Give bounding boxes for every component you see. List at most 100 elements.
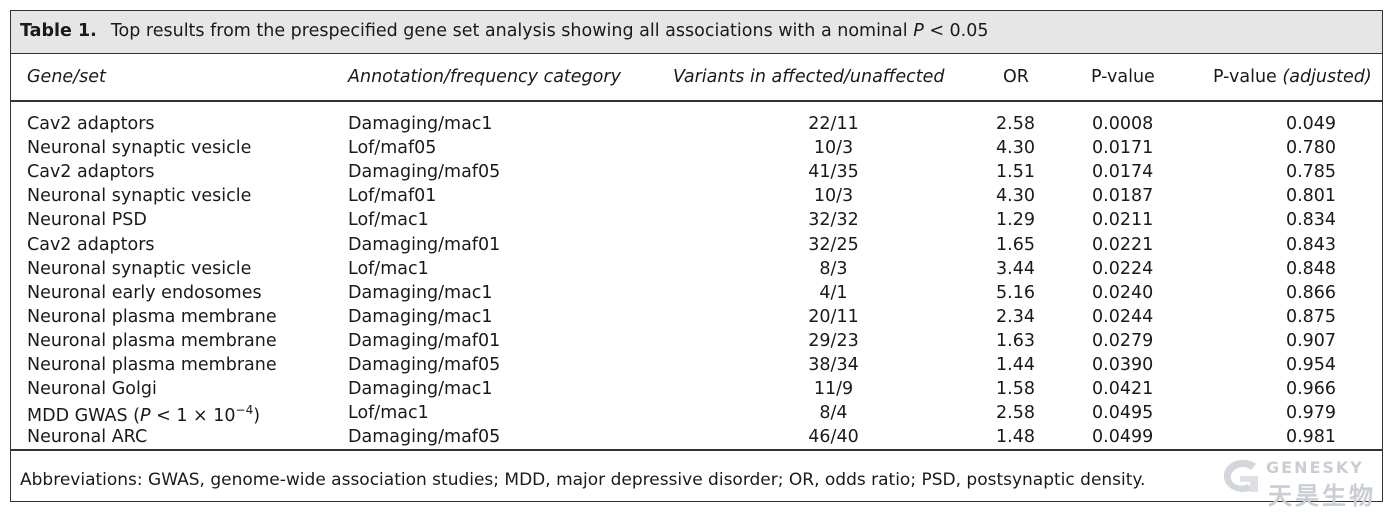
cell-gene-set: Neuronal synaptic vesicle <box>27 186 252 207</box>
header-pvalue-adjusted-plain: P-value <box>1213 67 1283 87</box>
header-pvalue: P-value <box>1091 67 1155 87</box>
cell-gene-set-part: < 1 × 10 <box>150 406 236 427</box>
cell-variants: 41/35 <box>808 162 859 183</box>
cell-pvalue: 0.0499 <box>1092 427 1154 448</box>
cell-or: 4.30 <box>996 138 1035 159</box>
table-row: Neuronal PSD Lof/mac1 32/32 1.29 0.0211 0.834 <box>11 210 1382 234</box>
table-footnote: Abbreviations: GWAS, genome-wide associa… <box>20 470 1146 490</box>
cell-pvalue: 0.0171 <box>1092 138 1154 159</box>
cell-annotation: Lof/maf05 <box>348 138 437 159</box>
cell-gene-set: Neuronal ARC <box>27 427 148 448</box>
table-row: Neuronal synaptic vesicle Lof/maf01 10/3 4.… <box>11 186 1382 210</box>
cell-variants: 10/3 <box>813 186 854 207</box>
table-frame: Table 1. Top results from the prespecifie… <box>10 10 1383 502</box>
cell-pvalue: 0.0421 <box>1092 379 1154 400</box>
cell-variants: 11/9 <box>813 379 854 400</box>
cell-gene-set-part: P <box>140 406 151 427</box>
cell-variants: 32/25 <box>808 234 859 255</box>
table-row: Neuronal synaptic vesicle Lof/mac1 8/3 3.44… <box>11 259 1382 283</box>
table-row: Cav2 adaptors Damaging/maf05 41/35 1.51 0.01… <box>11 162 1382 186</box>
cell-pvalue-adjusted: 0.801 <box>1285 186 1337 207</box>
cell-pvalue: 0.0187 <box>1092 186 1154 207</box>
cell-pvalue: 0.0495 <box>1092 403 1154 424</box>
cell-gene-set: Neuronal plasma membrane <box>27 355 277 375</box>
cell-variants: 10/3 <box>813 138 854 159</box>
table-label: Table 1. <box>20 21 97 41</box>
cell-gene-set: Cav2 adaptors <box>27 162 155 183</box>
cell-annotation: Lof/maf01 <box>348 186 437 207</box>
cell-or: 1.48 <box>996 427 1035 448</box>
cell-variants: 20/11 <box>808 306 859 327</box>
cell-pvalue-adjusted: 0.049 <box>1285 114 1337 134</box>
cell-or: 3.44 <box>996 258 1035 279</box>
cell-gene-set: Neuronal Golgi <box>27 379 157 400</box>
cell-gene-set: Neuronal PSD <box>27 210 147 231</box>
caption-p: P <box>913 21 924 41</box>
table-row: Neuronal synaptic vesicle Lof/maf05 10/3 4.… <box>11 138 1382 162</box>
cell-pvalue: 0.0240 <box>1092 282 1154 303</box>
table-caption-bar: Table 1. Top results from the prespecifie… <box>11 11 1382 54</box>
cell-pvalue-adjusted: 0.907 <box>1285 330 1337 351</box>
cell-or: 2.58 <box>996 114 1035 134</box>
cell-pvalue: 0.0390 <box>1092 355 1154 375</box>
cell-pvalue-adjusted: 0.866 <box>1285 282 1337 303</box>
cell-gene-set: Neuronal synaptic vesicle <box>27 138 252 159</box>
cell-gene-set: Neuronal early endosomes <box>27 282 262 303</box>
cell-or: 4.30 <box>996 186 1035 207</box>
caption-tail: < 0.05 <box>923 21 989 41</box>
cell-gene-set-part: −4 <box>235 403 254 418</box>
cell-variants: 46/40 <box>808 427 859 448</box>
table-caption: Table 1. Top results from the prespecifie… <box>20 21 989 41</box>
cell-variants: 8/4 <box>819 403 848 424</box>
table-row: Neuronal plasma membrane Damaging/maf01 29… <box>11 331 1382 355</box>
genesky-logo-icon <box>1223 459 1258 493</box>
table-row: Cav2 adaptors Damaging/mac1 22/11 2.58 0.000… <box>11 114 1382 138</box>
cell-pvalue-adjusted: 0.875 <box>1285 306 1337 327</box>
cell-annotation: Damaging/mac1 <box>348 379 493 400</box>
cell-pvalue: 0.0211 <box>1092 210 1154 231</box>
bottom-rule <box>11 449 1382 451</box>
cell-variants: 29/23 <box>808 330 859 351</box>
cell-gene-set: Cav2 adaptors <box>27 234 155 255</box>
cell-gene-set: Neuronal plasma membrane <box>27 306 277 327</box>
cell-gene-set: Neuronal plasma membrane <box>27 330 277 351</box>
cell-pvalue-adjusted: 0.954 <box>1285 355 1337 375</box>
cell-or: 1.29 <box>996 210 1035 231</box>
cell-gene-set: Cav2 adaptors <box>27 114 155 134</box>
cell-pvalue-adjusted: 0.979 <box>1285 403 1337 424</box>
watermark-brand-cn: 天昊生物 <box>1268 482 1376 510</box>
caption-text: Top results from the prespecified gene s… <box>110 21 914 41</box>
cell-pvalue-adjusted: 0.834 <box>1285 210 1337 231</box>
cell-pvalue-adjusted: 0.843 <box>1285 234 1337 255</box>
header-variants: Variants in affected/unaffected <box>673 67 945 87</box>
cell-pvalue: 0.0244 <box>1092 306 1154 327</box>
cell-annotation: Damaging/mac1 <box>348 114 493 134</box>
cell-variants: 4/1 <box>819 282 848 303</box>
cell-annotation: Lof/mac1 <box>348 210 429 231</box>
cell-pvalue-adjusted: 0.848 <box>1285 258 1337 279</box>
cell-pvalue: 0.0224 <box>1092 258 1154 279</box>
cell-pvalue: 0.0174 <box>1092 162 1154 183</box>
table-row: Neuronal plasma membrane Damaging/maf05 38… <box>11 355 1382 379</box>
cell-annotation: Lof/mac1 <box>348 403 429 424</box>
cell-gene-set-part: ) <box>253 406 261 427</box>
cell-annotation: Damaging/mac1 <box>348 282 493 303</box>
cell-pvalue: 0.0279 <box>1092 330 1154 351</box>
cell-annotation: Damaging/maf05 <box>348 162 501 183</box>
cell-variants: 22/11 <box>808 114 859 134</box>
table-row: MDD GWAS (P < 1 × 10−4) Lof/mac1 8/4 2.58 0.… <box>11 403 1382 427</box>
cell-gene-set: MDD GWAS (P < 1 × 10−4) <box>27 403 260 426</box>
cell-or: 1.63 <box>996 330 1035 351</box>
cell-gene-set: Neuronal synaptic vesicle <box>27 258 252 279</box>
cell-or: 1.44 <box>996 355 1035 375</box>
cell-or: 1.58 <box>996 379 1035 400</box>
cell-annotation: Damaging/maf01 <box>348 330 501 351</box>
cell-or: 1.65 <box>996 234 1035 255</box>
header-pvalue-adjusted-italic: (adjusted) <box>1282 67 1372 87</box>
cell-gene-set-part: MDD GWAS ( <box>27 406 140 427</box>
cell-or: 5.16 <box>996 282 1035 303</box>
cell-variants: 32/32 <box>808 210 859 231</box>
cell-annotation: Damaging/maf05 <box>348 355 501 375</box>
cell-variants: 38/34 <box>808 355 859 375</box>
cell-annotation: Lof/mac1 <box>348 258 429 279</box>
